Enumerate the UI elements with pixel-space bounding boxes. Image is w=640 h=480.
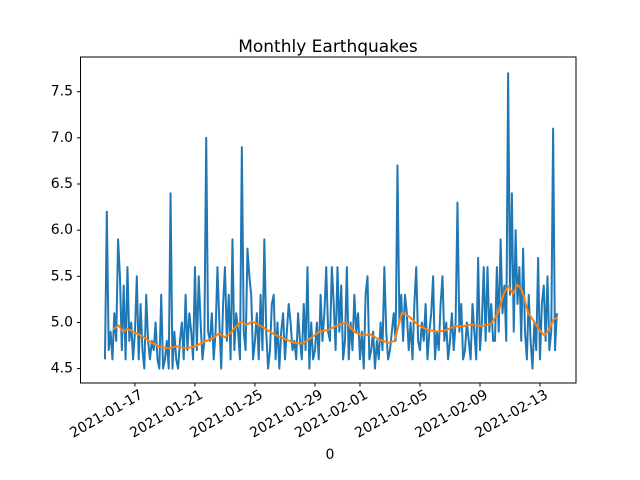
plot-area: 4.55.05.56.06.57.07.52021-01-172021-01-2… bbox=[51, 56, 577, 441]
y-tick-label: 6.0 bbox=[51, 222, 73, 238]
y-tick-label: 6.5 bbox=[51, 176, 73, 192]
chart-title: Monthly Earthquakes bbox=[238, 37, 418, 57]
y-tick-label: 5.0 bbox=[51, 314, 73, 330]
y-tick-label: 7.0 bbox=[51, 130, 73, 146]
y-tick-label: 4.5 bbox=[51, 361, 73, 377]
y-tick-label: 5.5 bbox=[51, 268, 73, 284]
x-axis-label: 0 bbox=[326, 447, 335, 463]
y-tick-label: 7.5 bbox=[51, 84, 73, 100]
rolling-mean-line bbox=[112, 283, 558, 350]
